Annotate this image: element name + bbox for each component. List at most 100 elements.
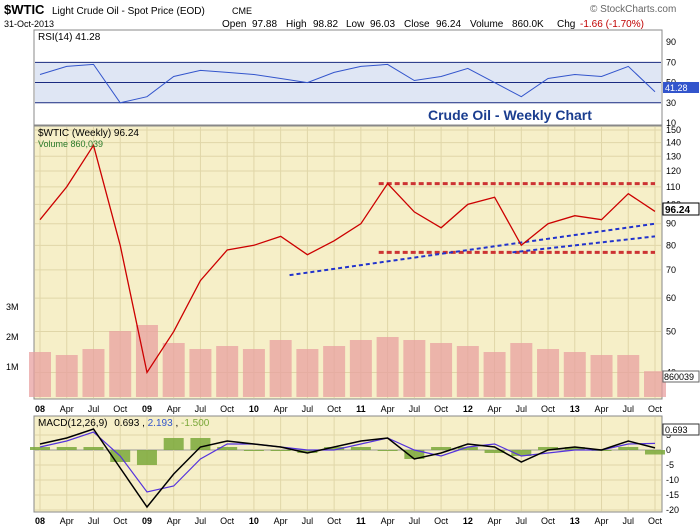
chart-annotation: Crude Oil - Weekly Chart [428, 107, 592, 123]
price-y-tick: 90 [666, 219, 676, 229]
volume-bar [376, 337, 399, 397]
x-axis-tick: Oct [220, 404, 235, 414]
x-axis-tick: Oct [113, 516, 128, 526]
volume-label: Volume [470, 19, 504, 30]
price-line [39, 143, 656, 375]
watermark: © StockCharts.com [590, 4, 676, 15]
price-current-value: 96.24 [665, 205, 690, 216]
x-axis-tick: Oct [327, 404, 342, 414]
trendlines [289, 222, 656, 277]
volume-bar [537, 349, 560, 397]
symbol: $WTIC [4, 2, 45, 17]
x-axis-tick: Oct [648, 404, 663, 414]
volume-bars [29, 325, 666, 397]
macd-histogram-bar [564, 447, 585, 450]
macd-histogram-bar [377, 450, 398, 451]
volume-bar [269, 340, 292, 397]
x-axis-tick: Apr [488, 516, 502, 526]
support-resistance-lines [378, 182, 655, 254]
x-axis-tick: 10 [249, 404, 259, 414]
volume-bar [82, 349, 105, 397]
macd-histogram-bar [484, 450, 505, 453]
x-axis-tick: 10 [249, 516, 259, 526]
volume-bar [590, 355, 613, 397]
macd-label-group: MACD(12,26,9) 0.693 , 2.193 , -1.500 [38, 418, 210, 429]
chart-header: $WTIC Light Crude Oil - Spot Price (EOD)… [4, 2, 676, 30]
volume-bar [162, 343, 185, 397]
rsi-reference-lines [35, 61, 661, 104]
volume-label: Volume 860,039 [38, 139, 103, 149]
quote-date: 31-Oct-2013 [4, 19, 54, 29]
volume-bar [483, 352, 506, 397]
x-axis-tick: Oct [113, 404, 128, 414]
x-axis-tick: Jul [623, 516, 635, 526]
x-axis-tick: 08 [35, 404, 45, 414]
close-value: 96.24 [436, 19, 461, 30]
low-value: 96.03 [370, 19, 395, 30]
rsi-y-tick: 10 [666, 118, 676, 128]
macd-histogram-bar [404, 450, 425, 459]
x-axis-tick: Apr [595, 404, 609, 414]
macd-label-signal: 2.193 [148, 418, 173, 429]
macd-label-value: 0.693 [114, 418, 139, 429]
macd-panel: 50-5-10-15-20 MACD(12,26,9) 0.693 , 2.19… [30, 415, 700, 515]
macd-histogram [30, 438, 665, 465]
macd-histogram-bar [297, 450, 318, 453]
volume-bar [135, 325, 158, 397]
macd-y-tick: -10 [666, 475, 679, 485]
price-y-tick: 140 [666, 138, 681, 148]
price-y-tick: 60 [666, 293, 676, 303]
x-axis-tick: Jul [88, 404, 100, 414]
volume-bar [430, 343, 453, 397]
volume-current-value: 860039 [664, 372, 694, 382]
x-axis-middle: 08 Apr Jul Oct 09 Apr Jul Oct 10 Apr Jul Oct 11 Apr Ju… [34, 400, 662, 415]
volume-y-axis: 3M 2M 1M [6, 302, 19, 372]
x-axis-tick: Jul [516, 404, 528, 414]
volume-y-tick: 1M [6, 362, 19, 372]
low-label: Low [346, 19, 365, 30]
x-axis-tick: Apr [274, 404, 288, 414]
x-axis-tick: Jul [409, 404, 421, 414]
volume-bar [510, 343, 533, 397]
macd-y-tick: -20 [666, 505, 679, 515]
open-value: 97.88 [252, 19, 277, 30]
macd-histogram-bar [217, 447, 238, 450]
volume-y-tick: 2M [6, 332, 19, 342]
x-axis-tick: Apr [60, 404, 74, 414]
instrument-name: Light Crude Oil - Spot Price (EOD) [52, 6, 205, 17]
rsi-current-badge [663, 82, 699, 93]
rsi-y-tick: 70 [666, 57, 676, 67]
volume-bar [456, 346, 479, 397]
x-axis-tick: 09 [142, 516, 152, 526]
x-axis-tick: Jul [302, 516, 314, 526]
trendline [512, 235, 656, 254]
x-axis-tick: Oct [648, 516, 663, 526]
x-axis-tick: Apr [167, 516, 181, 526]
macd-y-tick: 0 [666, 445, 671, 455]
macd-label-name: MACD(12,26,9) [38, 418, 107, 429]
volume-bar [242, 349, 265, 397]
x-axis-tick: Jul [623, 404, 635, 414]
close-label: Close [404, 19, 430, 30]
rsi-label: RSI(14) 41.28 [38, 32, 101, 43]
x-axis-tick: Apr [274, 516, 288, 526]
x-axis-tick: Oct [434, 404, 449, 414]
high-label: High [286, 19, 307, 30]
x-axis-tick: Jul [195, 404, 207, 414]
macd-histogram-bar [270, 450, 291, 451]
price-current-badge [662, 202, 700, 216]
volume-bar [109, 331, 132, 397]
price-y-tick: 80 [666, 240, 676, 250]
x-axis-tick: Oct [220, 516, 235, 526]
x-axis-tick: 11 [356, 516, 366, 526]
x-axis-tick: 12 [463, 404, 473, 414]
macd-histogram-bar [538, 447, 559, 450]
x-axis-tick: Jul [302, 404, 314, 414]
price-y-tick: 130 [666, 151, 681, 161]
trendline [289, 222, 656, 277]
x-axis-band [34, 513, 662, 529]
chg-label: Chg [557, 19, 575, 30]
volume-bar [216, 346, 239, 397]
